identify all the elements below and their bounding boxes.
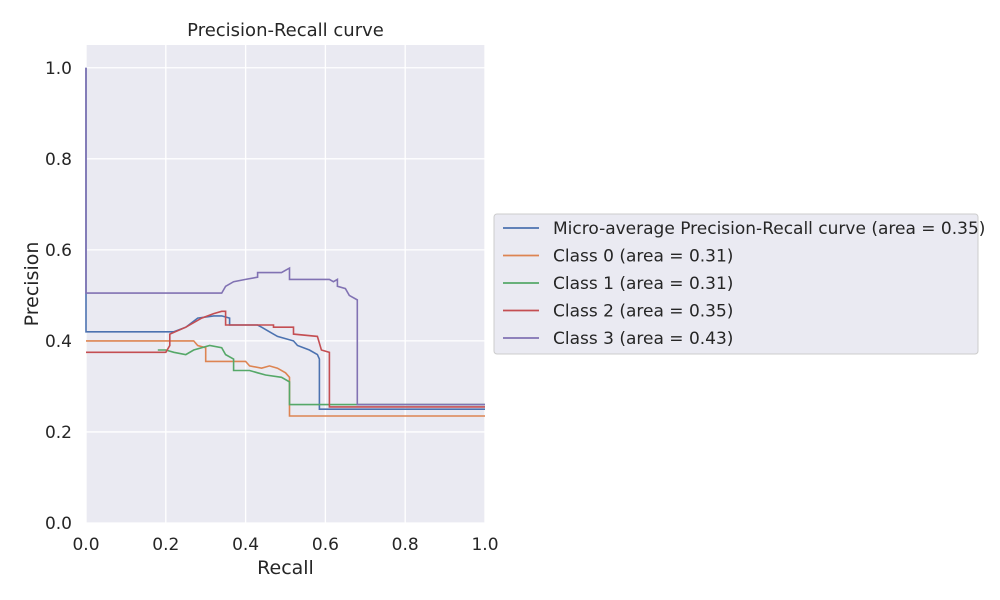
legend: Micro-average Precision-Recall curve (ar… <box>493 213 985 355</box>
plot-area <box>86 45 485 523</box>
series-lines <box>85 67 485 417</box>
legend-entry: Class 2 (area = 0.35) <box>553 302 733 322</box>
x-tick-label: 0.8 <box>392 535 419 555</box>
series-line-2 <box>157 344 485 406</box>
y-tick-label: 0.2 <box>45 423 72 443</box>
y-tick-label: 0.0 <box>45 514 72 534</box>
series-line-3 <box>86 310 485 408</box>
legend-box <box>493 213 979 355</box>
y-tick-label: 0.8 <box>45 150 72 170</box>
legend-entry: Class 3 (area = 0.43) <box>553 329 733 349</box>
y-axis-label: Precision <box>21 242 43 327</box>
series-line-1 <box>86 340 485 417</box>
x-tick-label: 0.6 <box>312 535 339 555</box>
legend-entry: Class 0 (area = 0.31) <box>553 247 733 267</box>
legend-entry: Micro-average Precision-Recall curve (ar… <box>553 219 985 239</box>
grid-lines <box>85 45 486 524</box>
x-tick-labels: 0.0 0.2 0.4 0.6 0.8 1.0 <box>72 535 498 555</box>
x-tick-label: 0.2 <box>152 535 179 555</box>
x-tick-label: 0.0 <box>72 535 99 555</box>
x-axis-label: Recall <box>257 557 314 579</box>
y-tick-labels: 0.0 0.2 0.4 0.6 0.8 1.0 <box>45 59 72 534</box>
y-tick-label: 1.0 <box>45 59 72 79</box>
y-tick-label: 0.4 <box>45 332 72 352</box>
y-tick-label: 0.6 <box>45 241 72 261</box>
x-tick-label: 0.4 <box>232 535 259 555</box>
x-tick-label: 1.0 <box>471 535 498 555</box>
chart-title: Precision-Recall curve <box>187 20 384 41</box>
series-line-4 <box>85 67 485 406</box>
legend-entry: Class 1 (area = 0.31) <box>553 274 733 294</box>
